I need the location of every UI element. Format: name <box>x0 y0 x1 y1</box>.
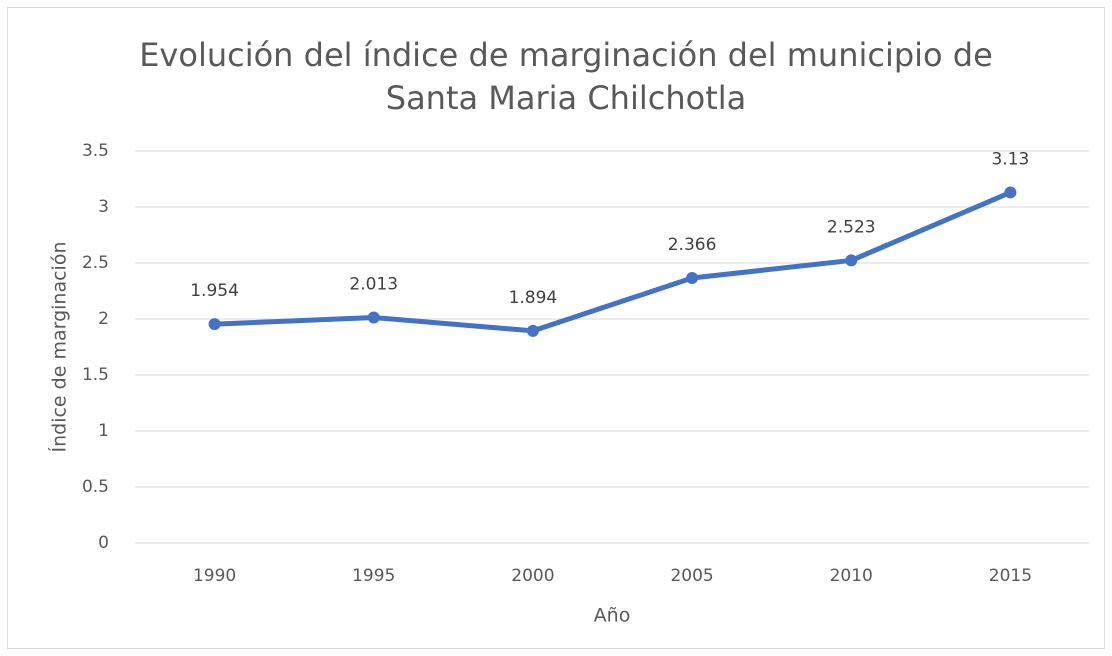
y-tick-label: 3.5 <box>82 141 109 161</box>
data-label: 1.894 <box>509 288 558 308</box>
data-label: 2.013 <box>349 275 398 295</box>
y-tick-label: 0 <box>98 533 109 553</box>
data-label: 3.13 <box>991 149 1029 169</box>
chart-border <box>7 7 1105 649</box>
y-axis-label: Índice de marginación <box>48 242 71 453</box>
data-label: 1.954 <box>190 281 239 301</box>
x-tick-label: 2000 <box>511 566 554 586</box>
data-point <box>208 318 221 331</box>
series-line <box>214 190 1012 334</box>
x-tick-label: 2010 <box>830 566 873 586</box>
y-tick-label: 1.5 <box>82 365 109 385</box>
data-label: 2.366 <box>668 235 717 255</box>
x-tick-label: 1990 <box>193 566 236 586</box>
y-tick-label: 1 <box>98 421 109 441</box>
data-point <box>845 254 858 267</box>
x-axis-label: Año <box>594 605 631 627</box>
y-tick-label: 2.5 <box>82 253 109 273</box>
data-point <box>526 324 539 337</box>
x-tick-label: 2015 <box>989 566 1032 586</box>
chart-title: Santa Maria Chilchotla <box>386 79 746 117</box>
x-tick-label: 2005 <box>670 566 713 586</box>
data-point <box>686 272 699 285</box>
data-point <box>1004 186 1017 199</box>
chart-title: Evolución del índice de marginación del … <box>139 36 993 74</box>
data-point <box>367 311 380 324</box>
data-label: 2.523 <box>827 217 876 237</box>
y-tick-label: 0.5 <box>82 477 109 497</box>
y-tick-label: 2 <box>98 309 109 329</box>
y-tick-label: 3 <box>98 197 109 217</box>
x-tick-label: 1995 <box>352 566 395 586</box>
